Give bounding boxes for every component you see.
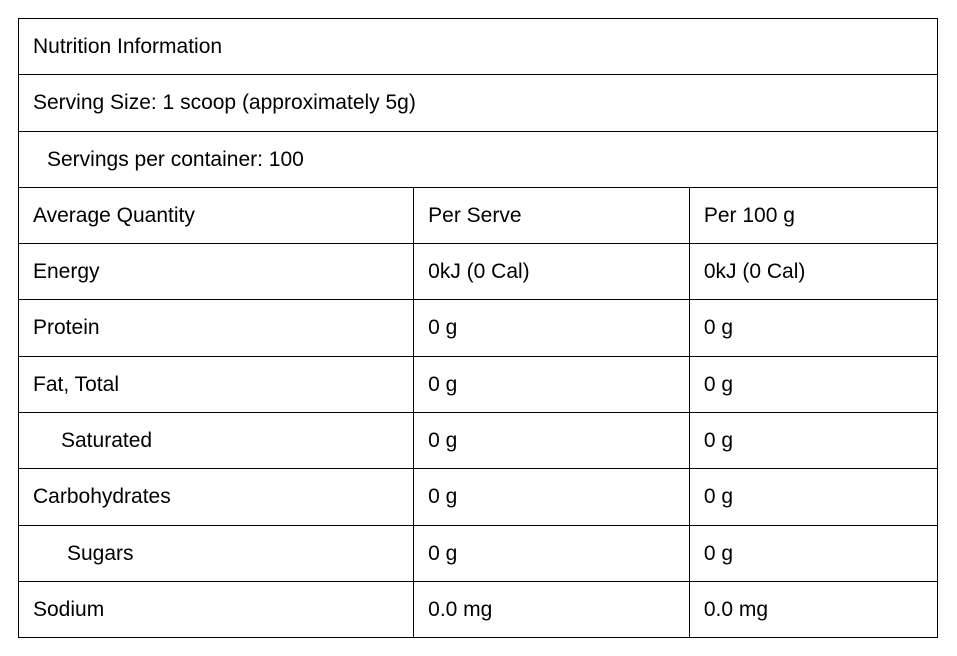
row-label: Saturated — [19, 413, 414, 469]
nutrition-table: Nutrition Information Serving Size: 1 sc… — [18, 18, 938, 638]
serving-size: Serving Size: 1 scoop (approximately 5g) — [19, 75, 938, 131]
table-row: Fat, Total0 g0 g — [19, 356, 938, 412]
row-label: Sugars — [19, 525, 414, 581]
row-label: Protein — [19, 300, 414, 356]
row-per-100g: 0kJ (0 Cal) — [689, 244, 937, 300]
table-row: Sugars0 g0 g — [19, 525, 938, 581]
table-title: Nutrition Information — [19, 19, 938, 75]
row-per-100g: 0 g — [689, 413, 937, 469]
row-per-100g: 0 g — [689, 469, 937, 525]
row-per-serve: 0 g — [414, 300, 690, 356]
row-per-100g: 0 g — [689, 356, 937, 412]
table-row: Energy0kJ (0 Cal)0kJ (0 Cal) — [19, 244, 938, 300]
row-per-100g: 0.0 mg — [689, 581, 937, 637]
col-header-per-100g: Per 100 g — [689, 187, 937, 243]
table-row: Saturated0 g0 g — [19, 413, 938, 469]
row-label: Carbohydrates — [19, 469, 414, 525]
row-per-serve: 0 g — [414, 469, 690, 525]
row-per-100g: 0 g — [689, 525, 937, 581]
table-row: Sodium0.0 mg0.0 mg — [19, 581, 938, 637]
row-label: Energy — [19, 244, 414, 300]
row-per-serve: 0.0 mg — [414, 581, 690, 637]
servings-per-container: Servings per container: 100 — [19, 131, 938, 187]
row-per-serve: 0 g — [414, 356, 690, 412]
row-per-100g: 0 g — [689, 300, 937, 356]
col-header-quantity: Average Quantity — [19, 187, 414, 243]
row-per-serve: 0 g — [414, 525, 690, 581]
row-label: Sodium — [19, 581, 414, 637]
row-per-serve: 0 g — [414, 413, 690, 469]
row-label: Fat, Total — [19, 356, 414, 412]
table-row: Carbohydrates0 g0 g — [19, 469, 938, 525]
nutrition-tbody: Nutrition Information Serving Size: 1 sc… — [19, 19, 938, 638]
row-per-serve: 0kJ (0 Cal) — [414, 244, 690, 300]
table-row: Protein0 g0 g — [19, 300, 938, 356]
col-header-per-serve: Per Serve — [414, 187, 690, 243]
